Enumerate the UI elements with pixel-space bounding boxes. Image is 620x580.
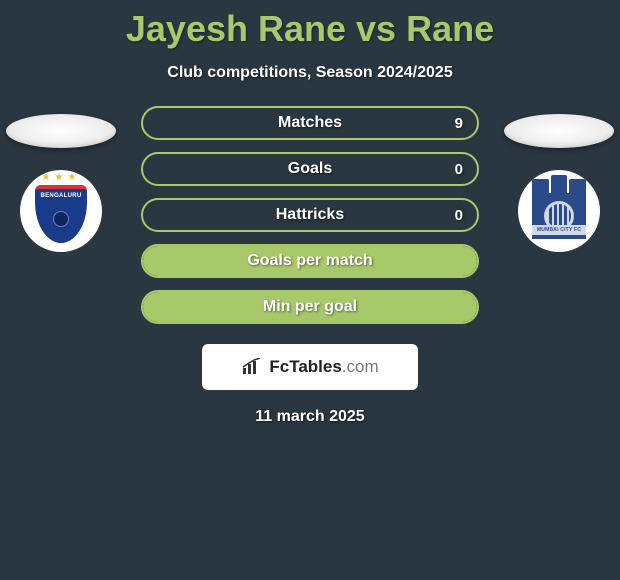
stat-label: Min per goal bbox=[143, 298, 477, 316]
player-photo-left bbox=[6, 114, 116, 148]
stat-label: Goals bbox=[143, 160, 477, 178]
bengaluru-crest-icon: ★★★ BENGALURU bbox=[25, 175, 97, 247]
stat-row: Goals per match bbox=[141, 244, 479, 278]
brand-box: FcTables.com bbox=[202, 344, 418, 390]
stat-row: Matches9 bbox=[141, 106, 479, 140]
stat-row: Min per goal bbox=[141, 290, 479, 324]
page-title: Jayesh Rane vs Rane bbox=[0, 0, 620, 50]
stat-label: Matches bbox=[143, 114, 477, 132]
stat-label: Hattricks bbox=[143, 206, 477, 224]
chart-icon bbox=[241, 358, 263, 376]
comparison-content: ★★★ BENGALURU MUMBAI CITY FC bbox=[0, 106, 620, 426]
stat-row: Goals0 bbox=[141, 152, 479, 186]
club-badge-right: MUMBAI CITY FC bbox=[518, 170, 600, 252]
brand-main: FcTables bbox=[269, 357, 341, 376]
stat-value-right: 9 bbox=[455, 115, 463, 132]
club-badge-left: ★★★ BENGALURU bbox=[20, 170, 102, 252]
brand-text: FcTables.com bbox=[269, 357, 378, 377]
page-subtitle: Club competitions, Season 2024/2025 bbox=[0, 64, 620, 82]
stat-value-right: 0 bbox=[455, 161, 463, 178]
mumbai-crest-icon: MUMBAI CITY FC bbox=[523, 175, 595, 247]
player-photo-right bbox=[504, 114, 614, 148]
stat-label: Goals per match bbox=[143, 252, 477, 270]
brand-domain: .com bbox=[342, 357, 379, 376]
date-line: 11 march 2025 bbox=[0, 408, 620, 426]
stat-value-right: 0 bbox=[455, 207, 463, 224]
stat-row: Hattricks0 bbox=[141, 198, 479, 232]
stat-bars: Matches9Goals0Hattricks0Goals per matchM… bbox=[141, 106, 479, 324]
